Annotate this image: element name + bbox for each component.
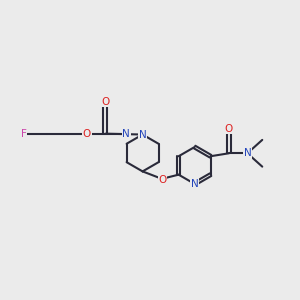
Text: N: N xyxy=(191,179,199,189)
Text: O: O xyxy=(225,124,233,134)
Text: O: O xyxy=(82,129,91,139)
Text: O: O xyxy=(158,175,166,185)
Text: N: N xyxy=(139,130,146,140)
Text: F: F xyxy=(21,129,27,139)
Text: O: O xyxy=(101,97,110,106)
Text: N: N xyxy=(244,148,251,158)
Text: N: N xyxy=(122,129,130,139)
